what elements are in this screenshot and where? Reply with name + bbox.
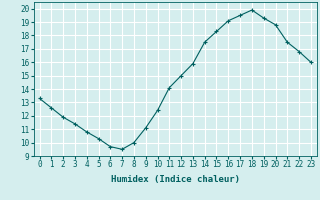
X-axis label: Humidex (Indice chaleur): Humidex (Indice chaleur) xyxy=(111,175,240,184)
